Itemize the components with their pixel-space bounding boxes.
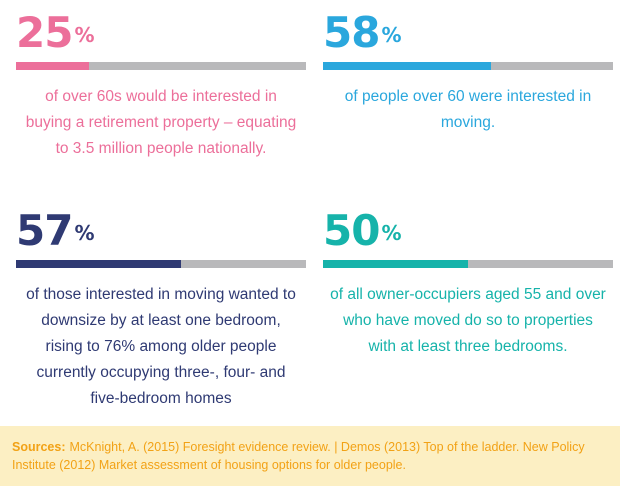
stat-value: 50 bbox=[323, 206, 380, 255]
sources-text: McKnight, A. (2015) Foresight evidence r… bbox=[12, 440, 585, 472]
stat-unit: % bbox=[74, 23, 95, 47]
stat-value: 25 bbox=[16, 8, 73, 57]
stat-description: of all owner-occupiers aged 55 and over … bbox=[330, 286, 606, 355]
stat-value: 57 bbox=[16, 206, 73, 255]
progress-track bbox=[323, 62, 613, 70]
stat-block: 57% of those interested in moving wanted… bbox=[16, 210, 306, 412]
stat-description: of those interested in moving wanted to … bbox=[26, 286, 296, 407]
stat-block: 58% of people over 60 were interested in… bbox=[323, 12, 613, 136]
progress-fill bbox=[323, 62, 492, 70]
stat-description: of over 60s would be interested in buyin… bbox=[25, 88, 297, 157]
progress-fill bbox=[16, 62, 89, 70]
progress-fill bbox=[323, 260, 468, 268]
stat-unit: % bbox=[381, 23, 402, 47]
stat-block: 50% of all owner-occupiers aged 55 and o… bbox=[323, 210, 613, 360]
stat-unit: % bbox=[74, 221, 95, 245]
stat-value: 58 bbox=[323, 8, 380, 57]
sources-footer: Sources: McKnight, A. (2015) Foresight ev… bbox=[0, 426, 620, 486]
stat-unit: % bbox=[381, 221, 402, 245]
stat-percentage: 58% bbox=[323, 12, 613, 56]
progress-track bbox=[16, 260, 306, 268]
stat-percentage: 50% bbox=[323, 210, 613, 254]
progress-track bbox=[16, 62, 306, 70]
stat-description: of people over 60 were interested in mov… bbox=[344, 88, 592, 131]
stat-percentage: 25% bbox=[16, 12, 306, 56]
progress-track bbox=[323, 260, 613, 268]
stat-percentage: 57% bbox=[16, 210, 306, 254]
stat-block: 25% of over 60s would be interested in b… bbox=[16, 12, 306, 162]
progress-fill bbox=[16, 260, 182, 268]
sources-label: Sources: bbox=[12, 440, 66, 454]
